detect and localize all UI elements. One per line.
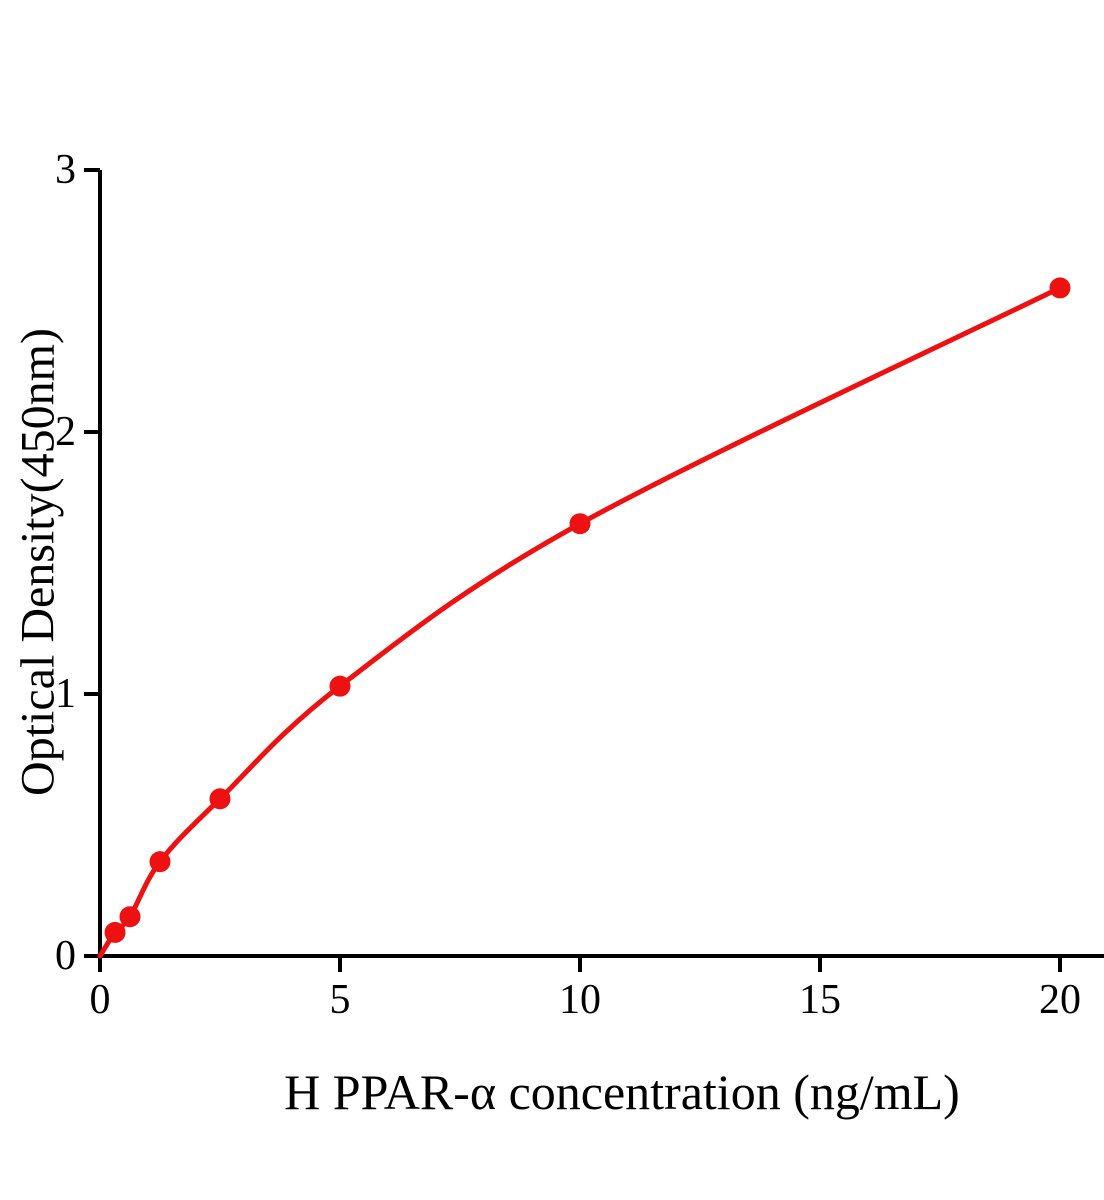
data-point <box>119 906 141 928</box>
y-tick-label: 3 <box>55 147 76 193</box>
y-tick-label: 1 <box>55 671 76 717</box>
data-point <box>104 921 126 943</box>
x-axis-title: H PPAR-α concentration (ng/mL) <box>284 1064 960 1120</box>
y-axis-title: Optical Density(450nm) <box>11 328 65 796</box>
data-point <box>1049 277 1071 299</box>
y-tick-label: 2 <box>55 409 76 455</box>
x-tick-label: 10 <box>559 977 601 1023</box>
data-point <box>329 675 351 697</box>
x-tick-label: 15 <box>799 977 841 1023</box>
data-point <box>569 513 591 535</box>
x-tick-label: 5 <box>330 977 351 1023</box>
y-tick-label: 0 <box>55 933 76 979</box>
data-point <box>149 851 171 873</box>
x-tick-label: 0 <box>90 977 111 1023</box>
x-tick-label: 20 <box>1039 977 1081 1023</box>
standard-curve <box>97 285 1063 959</box>
data-point <box>209 788 231 810</box>
